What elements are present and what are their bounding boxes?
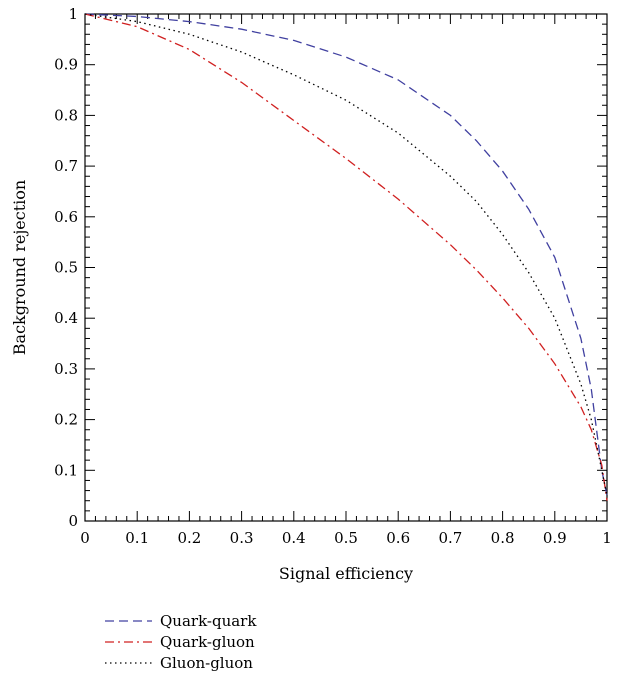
plot-frame: [84, 13, 608, 522]
x-tick-label: 1: [602, 529, 612, 547]
y-tick-label: 0.7: [54, 157, 78, 175]
legend-label-quark-quark: Quark-quark: [160, 612, 257, 630]
y-tick-label: 0.8: [54, 106, 78, 124]
y-tick-label: 0.2: [54, 411, 78, 429]
y-tick-label: 0.4: [54, 309, 78, 327]
y-tick-label: 0.6: [54, 208, 78, 226]
y-tick-label: 0: [68, 512, 78, 530]
x-tick-label: 0.7: [438, 529, 462, 547]
series-layer: [84, 13, 608, 501]
legend: Quark-quark Quark-gluon Gluon-gluon: [105, 612, 257, 672]
series-line-gluon-gluon: [84, 13, 608, 496]
legend-label-quark-gluon: Quark-gluon: [160, 633, 255, 651]
x-tick-label: 0.1: [125, 529, 149, 547]
y-axis-label: Background rejection: [10, 180, 29, 355]
y-tick-label: 0.9: [54, 56, 78, 74]
x-tick-label: 0.6: [386, 529, 410, 547]
axis-ticks: [84, 13, 608, 522]
x-tick-label: 0.3: [230, 529, 254, 547]
plot-area: [84, 13, 608, 522]
x-tick-label: 0.5: [334, 529, 358, 547]
y-tick-labels: 0 0.1 0.2 0.3 0.4 0.5 0.6 0.7 0.8 0.9 1: [54, 5, 78, 530]
y-tick-label: 1: [68, 5, 78, 23]
x-tick-label: 0: [80, 529, 90, 547]
x-tick-label: 0.9: [543, 529, 567, 547]
x-tick-label: 0.4: [282, 529, 306, 547]
series-line-quark-gluon: [84, 13, 608, 501]
x-tick-label: 0.8: [491, 529, 515, 547]
y-tick-label: 0.5: [54, 259, 78, 277]
series-line-quark-quark: [84, 13, 608, 496]
y-tick-label: 0.1: [54, 461, 78, 479]
legend-label-gluon-gluon: Gluon-gluon: [160, 654, 253, 672]
x-axis-label: Signal efficiency: [279, 564, 413, 583]
x-tick-label: 0.2: [177, 529, 201, 547]
y-tick-label: 0.3: [54, 360, 78, 378]
x-tick-labels: 0 0.1 0.2 0.3 0.4 0.5 0.6 0.7 0.8 0.9 1: [80, 529, 612, 547]
